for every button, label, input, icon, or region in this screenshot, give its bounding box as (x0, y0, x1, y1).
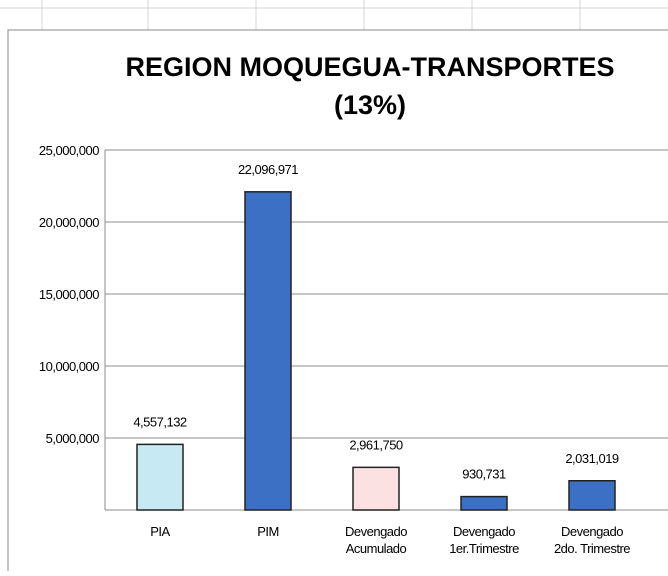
data-label: 2,961,750 (349, 437, 403, 452)
bar (244, 191, 292, 511)
bar (568, 480, 616, 511)
data-label: 22,096,971 (238, 162, 298, 177)
y-tick-label: 15,000,000 (39, 287, 99, 302)
data-label: 930,731 (462, 467, 506, 482)
x-tick-line: 1er.Trimestre (449, 541, 519, 556)
x-tick-line: Devengado (561, 524, 623, 539)
bar (136, 443, 184, 511)
y-tick-label: 25,000,000 (39, 143, 99, 158)
chart-area (7, 29, 668, 576)
x-tick-label: PIA (150, 524, 170, 539)
x-tick-line: PIA (150, 524, 170, 539)
chart-title: (13%) (334, 90, 406, 120)
x-tick-label: Devengado Acumulado (345, 524, 407, 556)
x-tick-label: Devengado 1er.Trimestre (449, 524, 519, 556)
cell-grid (0, 0, 668, 30)
chart-title: REGION MOQUEGUA-TRANSPORTES (125, 52, 614, 82)
bar (352, 466, 400, 511)
data-label: 4,557,132 (133, 414, 187, 429)
y-tick-label: 10,000,000 (39, 359, 99, 374)
data-label: 2,031,019 (565, 451, 619, 466)
y-tick-label: 5,000,000 (46, 431, 100, 446)
x-tick-line: PIM (257, 524, 279, 539)
bar (460, 495, 508, 511)
y-tick-label: 20,000,000 (39, 215, 99, 230)
x-tick-label: Devengado 2do. Trimestre (554, 524, 630, 556)
x-tick-line: Devengado (345, 524, 407, 539)
x-tick-line: Acumulado (346, 541, 407, 556)
x-tick-label: PIM (257, 524, 279, 539)
x-tick-line: 2do. Trimestre (554, 541, 630, 556)
x-tick-line: Devengado (453, 524, 515, 539)
